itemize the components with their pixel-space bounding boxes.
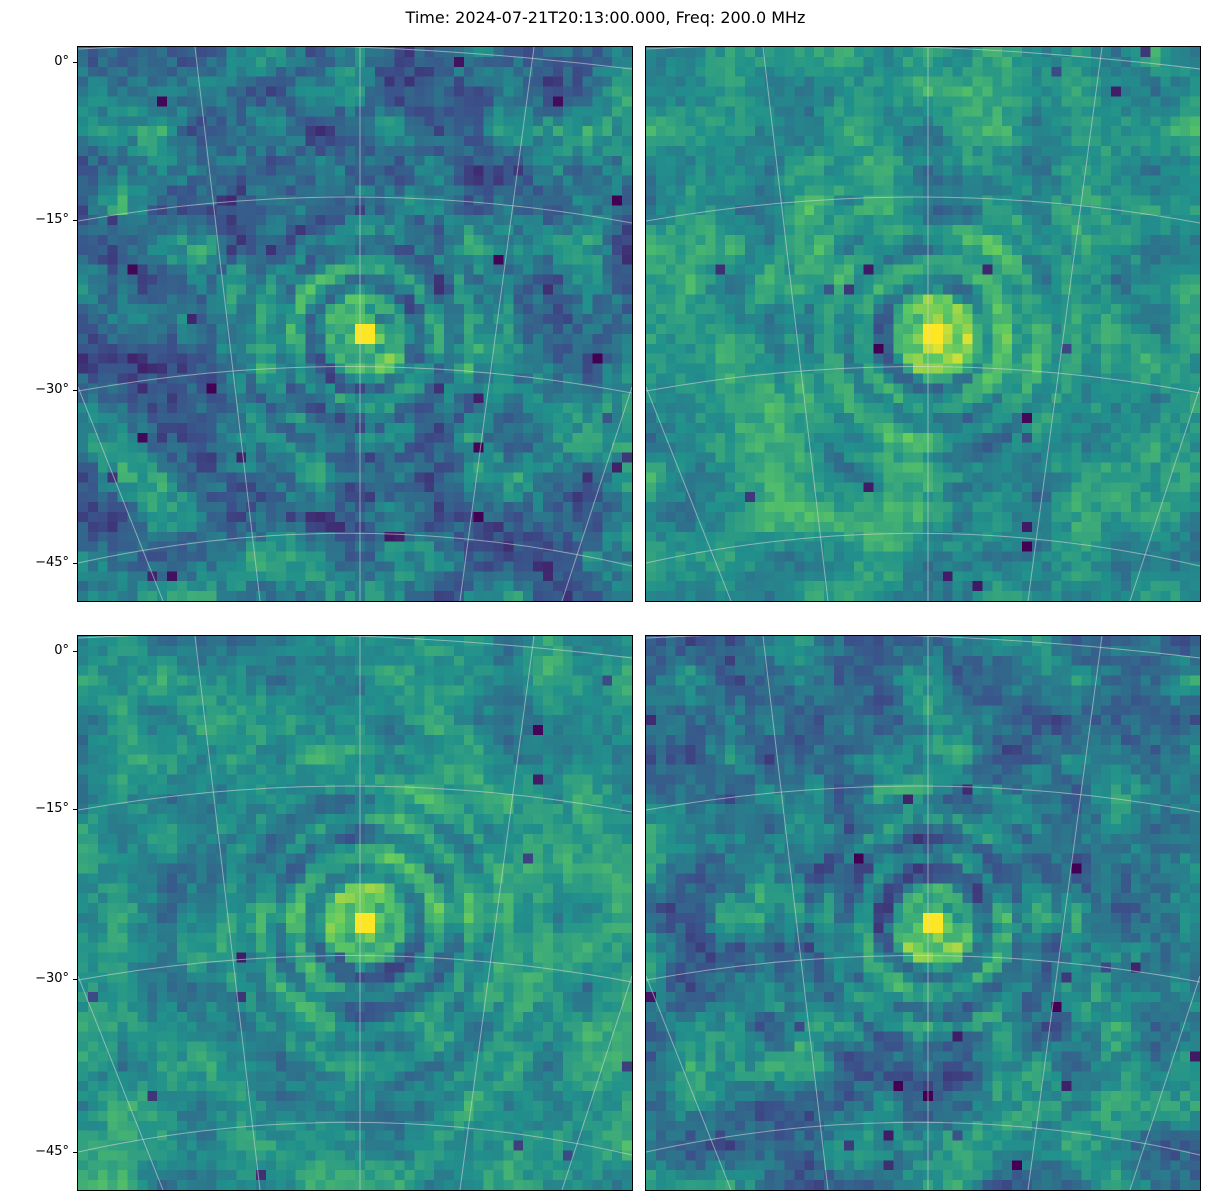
y-tick-label: −45° xyxy=(35,555,69,570)
dec-gridline xyxy=(78,47,632,70)
dec-gridline xyxy=(78,785,632,813)
ra-gridline xyxy=(646,386,732,601)
coordinate-grid xyxy=(646,636,1200,1190)
heatmap-image xyxy=(646,636,1200,1190)
ra-gridline xyxy=(459,47,535,601)
dec-gridline xyxy=(646,196,1200,224)
ra-gridline xyxy=(646,975,732,1190)
y-tick-mark xyxy=(73,563,77,564)
ra-gridline xyxy=(194,636,261,1190)
ra-gridline xyxy=(762,636,829,1190)
dec-gridline xyxy=(78,636,632,659)
dec-gridline xyxy=(78,532,632,567)
heatmap-image xyxy=(78,47,632,601)
ra-gridline xyxy=(194,47,261,601)
figure-title: Time: 2024-07-21T20:13:00.000, Freq: 200… xyxy=(405,8,806,27)
y-tick-mark xyxy=(73,651,77,652)
sky-image-panel-top-right xyxy=(645,46,1201,602)
sky-image-panel-top-left xyxy=(77,46,633,602)
heatmap-image xyxy=(646,47,1200,601)
dec-gridline xyxy=(646,955,1200,983)
y-tick-mark xyxy=(73,1152,77,1153)
ra-gridline xyxy=(561,975,632,1190)
ra-gridline xyxy=(78,975,164,1190)
ra-gridline xyxy=(78,386,164,601)
y-tick-label: 0° xyxy=(54,54,69,69)
y-tick-mark xyxy=(73,390,77,391)
dec-gridline xyxy=(646,636,1200,659)
y-tick-label: −15° xyxy=(35,801,69,816)
ra-gridline xyxy=(561,386,632,601)
ra-gridline xyxy=(459,636,535,1190)
dec-gridline xyxy=(78,1121,632,1156)
coordinate-grid xyxy=(78,47,632,601)
dec-gridline xyxy=(78,196,632,224)
sky-image-panel-bottom-right xyxy=(645,635,1201,1191)
y-tick-label: −30° xyxy=(35,971,69,986)
dec-gridline xyxy=(646,532,1200,567)
y-tick-mark xyxy=(73,809,77,810)
dec-gridline xyxy=(646,1121,1200,1156)
dec-gridline xyxy=(646,366,1200,394)
ra-gridline xyxy=(1129,386,1200,601)
coordinate-grid xyxy=(646,47,1200,601)
y-tick-label: −30° xyxy=(35,382,69,397)
ra-gridline xyxy=(1027,636,1103,1190)
ra-gridline xyxy=(762,47,829,601)
dec-gridline xyxy=(78,955,632,983)
ra-gridline xyxy=(1129,975,1200,1190)
sky-image-panel-bottom-left xyxy=(77,635,633,1191)
heatmap-image xyxy=(78,636,632,1190)
y-tick-mark xyxy=(73,979,77,980)
y-tick-label: 0° xyxy=(54,643,69,658)
coordinate-grid xyxy=(78,636,632,1190)
y-tick-mark xyxy=(73,62,77,63)
dec-gridline xyxy=(78,366,632,394)
ra-gridline xyxy=(1027,47,1103,601)
y-tick-label: −45° xyxy=(35,1144,69,1159)
dec-gridline xyxy=(646,47,1200,70)
y-tick-mark xyxy=(73,220,77,221)
y-tick-label: −15° xyxy=(35,212,69,227)
dec-gridline xyxy=(646,785,1200,813)
